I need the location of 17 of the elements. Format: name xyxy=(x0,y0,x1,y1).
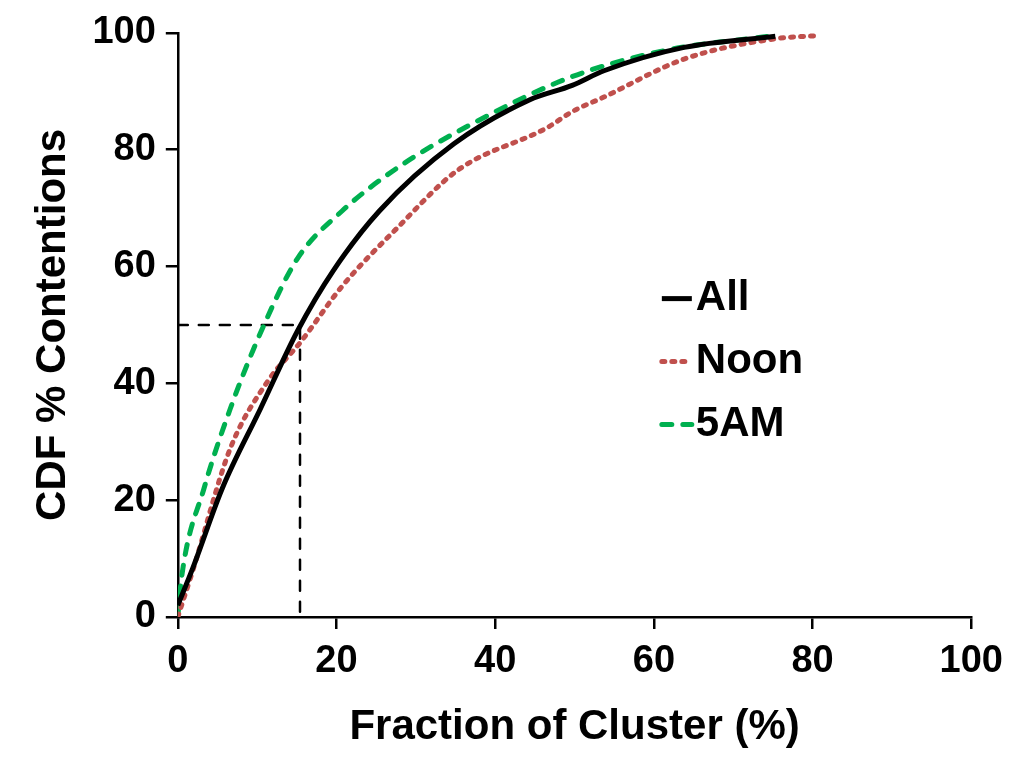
y-tick-label: 0 xyxy=(134,593,156,636)
legend-label: All xyxy=(695,272,750,320)
x-tick-label: 100 xyxy=(939,638,1003,681)
legend-label: 5AM xyxy=(695,398,785,446)
y-tick-label: 80 xyxy=(113,126,156,169)
legend-label: Noon xyxy=(695,335,804,383)
y-axis-title: CDF % Contentions xyxy=(26,128,74,521)
x-tick-label: 80 xyxy=(791,638,834,681)
x-tick-label: 20 xyxy=(315,638,358,681)
x-axis-title: Fraction of Cluster (%) xyxy=(349,701,800,749)
y-tick-label: 100 xyxy=(92,9,156,52)
x-tick-label: 60 xyxy=(632,638,676,681)
x-tick-label: 0 xyxy=(167,638,189,681)
x-tick-label: 40 xyxy=(474,638,517,681)
y-tick-label: 20 xyxy=(113,476,156,519)
y-tick-label: 60 xyxy=(113,242,156,285)
y-tick-label: 40 xyxy=(113,359,156,402)
